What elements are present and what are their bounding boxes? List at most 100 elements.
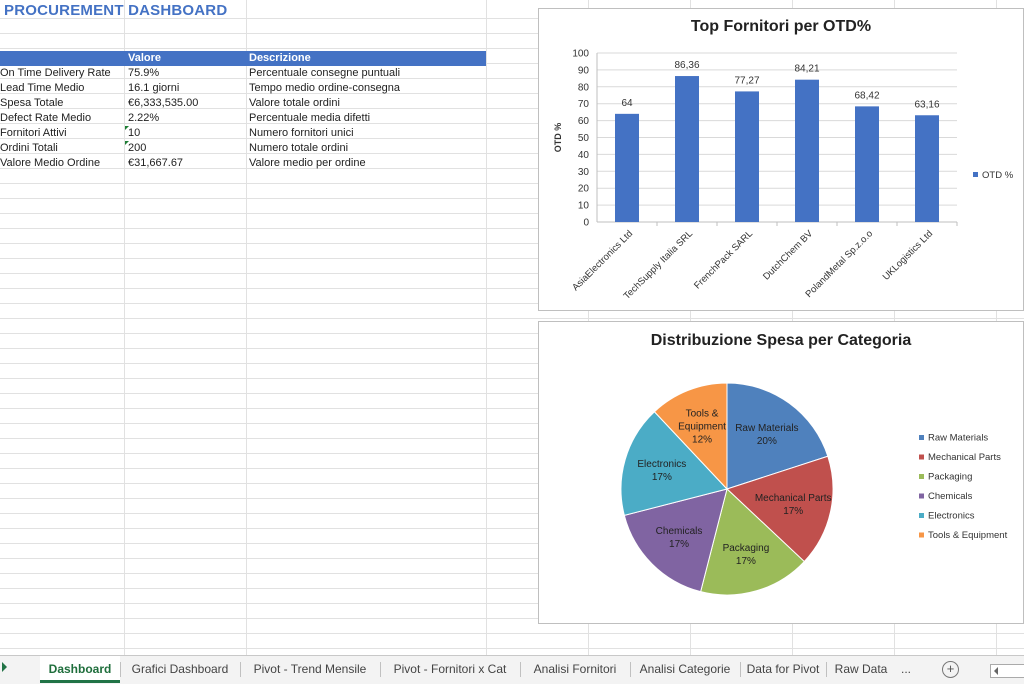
kpi-value[interactable]: 10 [128, 127, 141, 139]
sheet-tab[interactable]: Grafici Dashboard [131, 662, 229, 676]
dashboard-title[interactable]: PROCUREMENT DASHBOARD [4, 2, 228, 19]
table-row[interactable]: On Time Delivery Rate 75.9% Percentuale co… [0, 66, 486, 81]
column-divider [486, 0, 487, 655]
x-tick-label: FrenchPack SARL [692, 228, 755, 291]
scroll-tabs-right-icon[interactable] [2, 662, 7, 672]
pie-slice[interactable] [726, 455, 834, 563]
table-row[interactable]: Ordini Totali 200 Numero totale ordini [0, 141, 486, 156]
bar[interactable] [615, 113, 639, 222]
horizontal-scrollbar[interactable] [990, 664, 1024, 678]
legend-swatch [919, 474, 924, 479]
kpi-description[interactable]: Percentuale consegne puntuali [249, 67, 401, 79]
table-header-row[interactable]: Valore Descrizione [0, 51, 486, 66]
sheet-tab[interactable]: Analisi Categorie [639, 662, 731, 676]
table-row[interactable]: Spesa Totale €6,333,535.00 Valore totale o… [0, 96, 486, 111]
sheet-tab-bar: Dashboard Grafici Dashboard Pivot - Trend … [0, 655, 1024, 684]
pie-data-label: Tools & [686, 408, 719, 419]
pie-slice[interactable] [620, 411, 728, 516]
y-tick-label: 100 [572, 49, 589, 60]
kpi-description[interactable]: Valore totale ordini [249, 97, 340, 109]
pie-data-label: Equipment [678, 421, 726, 432]
kpi-value[interactable]: 2.22% [128, 112, 160, 124]
pie-slice[interactable] [653, 382, 728, 491]
pie-data-label: 12% [692, 434, 712, 445]
table-row[interactable]: Defect Rate Medio 2.22% Percentuale media … [0, 111, 486, 126]
kpi-description[interactable]: Valore medio per ordine [249, 157, 366, 169]
kpi-label[interactable]: Ordini Totali [0, 142, 58, 154]
kpi-description[interactable]: Tempo medio ordine-consegna [249, 82, 401, 94]
sheet-tab[interactable]: Data for Pivot [746, 662, 820, 676]
bar[interactable] [735, 91, 759, 222]
kpi-description[interactable]: Numero totale ordini [249, 142, 349, 154]
kpi-label[interactable]: Spesa Totale [0, 97, 64, 109]
bar[interactable] [915, 115, 939, 222]
bar-data-label: 64 [621, 98, 633, 109]
more-sheets-button[interactable]: ... [900, 662, 911, 676]
bar-data-label: 84,21 [794, 64, 819, 75]
bar-data-label: 68,42 [854, 90, 879, 101]
column-divider [124, 0, 125, 655]
sheet-tab[interactable]: Pivot - Fornitori x Cat [393, 662, 507, 676]
bar[interactable] [675, 76, 699, 222]
y-tick-label: 10 [578, 201, 590, 212]
tab-separator [520, 662, 521, 677]
y-tick-label: 40 [578, 150, 590, 161]
header-valore[interactable]: Valore [128, 52, 162, 64]
legend-label: Chemicals [928, 491, 973, 502]
kpi-value[interactable]: €6,333,535.00 [128, 97, 199, 109]
pie-data-label: Packaging [723, 543, 770, 554]
number-as-text-indicator-icon [125, 126, 129, 130]
sheet-tab[interactable]: Analisi Fornitori [533, 662, 617, 676]
table-row[interactable]: Valore Medio Ordine €31,667.67 Valore medi… [0, 156, 486, 171]
pie-data-label: 20% [757, 436, 777, 447]
legend-label: OTD % [982, 170, 1014, 181]
table-row[interactable]: Fornitori Attivi 10 Numero fornitori unici [0, 126, 486, 141]
kpi-label[interactable]: Fornitori Attivi [0, 127, 67, 139]
scroll-left-icon[interactable] [994, 667, 998, 675]
kpi-description[interactable]: Numero fornitori unici [249, 127, 354, 139]
pie-data-label: Chemicals [656, 526, 703, 537]
pie-slice[interactable] [726, 382, 829, 490]
legend-label: Mechanical Parts [928, 452, 1001, 463]
y-tick-label: 50 [578, 133, 590, 144]
kpi-value[interactable]: €31,667.67 [128, 157, 184, 169]
x-tick-label: AsiaElectronics Ltd [570, 228, 635, 293]
kpi-value[interactable]: 75.9% [128, 67, 160, 79]
kpi-label[interactable]: Defect Rate Medio [0, 112, 92, 124]
legend-swatch [919, 435, 924, 440]
sheet-tab[interactable]: Pivot - Trend Mensile [253, 662, 367, 676]
tab-separator [740, 662, 741, 677]
table-row[interactable]: Lead Time Medio 16.1 giorni Tempo medio or… [0, 81, 486, 96]
bar[interactable] [795, 79, 819, 223]
legend-swatch [919, 513, 924, 518]
sheet-tab[interactable]: Raw Data [834, 662, 888, 676]
y-tick-label: 90 [578, 65, 590, 76]
legend-swatch [919, 493, 924, 499]
tab-separator [630, 662, 631, 677]
bar[interactable] [855, 106, 879, 222]
header-descrizione[interactable]: Descrizione [249, 52, 311, 64]
y-tick-label: 20 [578, 184, 590, 195]
kpi-label[interactable]: On Time Delivery Rate [0, 67, 111, 79]
kpi-value[interactable]: 16.1 giorni [128, 82, 180, 94]
bar-chart-title: Top Fornitori per OTD% [690, 18, 872, 35]
kpi-label[interactable]: Valore Medio Ordine [0, 157, 101, 169]
kpi-value[interactable]: 200 [128, 142, 147, 154]
legend-label: Electronics [928, 511, 975, 522]
add-sheet-button[interactable]: + [942, 661, 959, 678]
y-tick-label: 70 [578, 99, 590, 110]
pie-slice[interactable] [700, 488, 805, 596]
kpi-label[interactable]: Lead Time Medio [0, 82, 85, 94]
pie-data-label: Raw Materials [735, 423, 798, 434]
spend-pie-chart[interactable]: Distribuzione Spesa per Categoria Raw Ma… [538, 321, 1024, 624]
x-tick-label: DutchChem BV [761, 228, 816, 283]
bar-data-label: 77,27 [734, 75, 759, 86]
x-tick-label: UKLogistics Ltd [881, 228, 935, 282]
pie-data-label: 17% [669, 539, 689, 550]
sheet-tab[interactable]: Dashboard [40, 656, 120, 683]
pie-slice[interactable] [623, 488, 728, 593]
bar-data-label: 63,16 [914, 99, 939, 110]
kpi-description[interactable]: Percentuale media difetti [249, 112, 371, 124]
otd-bar-chart[interactable]: Top Fornitori per OTD% 0 10 20 30 40 50 60 70 80… [538, 8, 1024, 311]
legend-label: Packaging [928, 472, 972, 483]
